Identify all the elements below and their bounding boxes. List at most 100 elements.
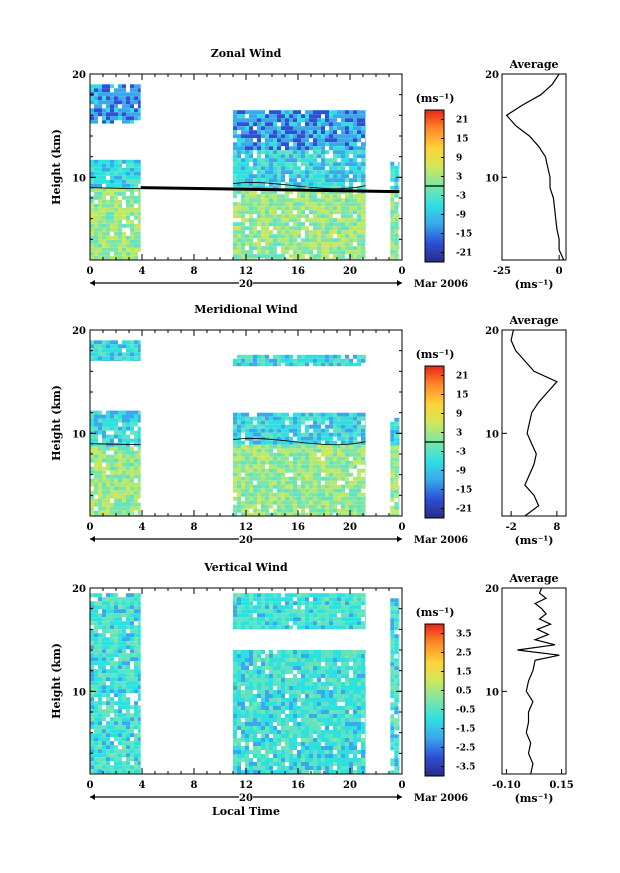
heatmap-cell [257,142,261,147]
heatmap-cell [309,750,313,754]
heatmap-cell [313,480,317,485]
heatmap-cell [285,666,289,670]
heatmap-cell [265,190,269,195]
heatmap-cell [265,166,269,171]
heatmap-cell [253,650,257,654]
heatmap-cell [241,150,245,155]
heatmap-cell [305,670,309,674]
heatmap-cell [297,250,301,255]
heatmap-cell [309,452,313,457]
heatmap-cell [130,466,134,471]
heatmap-cell [285,722,289,726]
heatmap-cell [102,438,106,443]
heatmap-cell [289,424,293,429]
heatmap-cell [293,202,297,207]
heatmap-cell [138,211,141,216]
heatmap-cell [365,428,366,433]
heatmap-cell [349,362,353,367]
heatmap-cell [349,666,353,670]
heatmap-cell [297,194,301,199]
heatmap-cell [394,421,399,426]
heatmap-cell [106,438,110,443]
heatmap-cell [257,202,261,207]
heatmap-cell [357,420,361,425]
heatmap-cell [289,654,293,658]
heatmap-cell [353,601,357,606]
heatmap-cell [241,354,245,359]
heatmap-cell [289,440,293,445]
heatmap-cell [261,597,265,602]
heatmap-cell [337,362,341,367]
heatmap-cell [249,122,253,127]
heatmap-cell [365,138,366,143]
heatmap-cell [106,231,110,236]
heatmap-cell [130,745,134,750]
heatmap-cell [281,658,285,662]
heatmap-cell [265,476,269,481]
heatmap-cell [337,710,341,714]
heatmap-cell [269,605,273,610]
heatmap-cell [349,714,353,718]
heatmap-cell [241,710,245,714]
heatmap-cell [301,412,305,417]
heatmap-cell [257,758,261,762]
heatmap-cell [357,246,361,251]
heatmap-cell [285,476,289,481]
heatmap-cell [337,134,341,139]
heatmap-cell [241,254,245,259]
colorbar-tick-label: 15 [456,391,469,401]
heatmap-cell [273,601,277,606]
heatmap-cell [114,605,118,610]
heatmap-cell [277,146,281,151]
heatmap-cell [265,468,269,473]
heatmap-cell [321,694,325,698]
heatmap-cell [289,666,293,670]
heatmap-cell [110,685,114,690]
heatmap-cell [361,130,365,135]
heatmap-cell [261,122,265,127]
heatmap-cell [325,246,329,251]
heatmap-cell [138,677,141,682]
heatmap-cell [253,258,257,260]
heatmap-cell [277,230,281,235]
heatmap-cell [102,450,106,455]
heatmap-cell [237,706,241,710]
heatmap-cell [289,190,293,195]
heatmap-cell [365,122,366,127]
heatmap-cell [301,754,305,758]
heatmap-cell [313,258,317,260]
heatmap-cell [333,480,337,485]
heatmap-cell [265,444,269,449]
y-tick-label: 20 [72,70,86,81]
heatmap-cell [257,694,261,698]
heatmap-cell [110,745,114,750]
heatmap-cell [273,186,277,191]
heatmap-cell [233,436,237,441]
heatmap-cell [313,726,317,730]
date-axis-arrow [90,280,95,286]
heatmap-cell [321,593,325,598]
heatmap-cell [98,466,102,471]
heatmap-cell [90,159,94,164]
heatmap-cell [102,653,106,658]
heatmap-cell [241,158,245,163]
heatmap-cell [293,162,297,167]
heatmap-cell [281,420,285,425]
heatmap-cell [122,360,126,361]
heatmap-cell [349,198,353,203]
heatmap-cell [237,476,241,481]
heatmap-cell [361,476,365,481]
heatmap-cell [122,120,126,124]
heatmap-cell [118,478,122,483]
heatmap-cell [265,754,269,758]
heatmap-cell [269,694,273,698]
heatmap-cell [329,448,333,453]
heatmap-cell [345,170,349,175]
x-tick-label: 16 [291,266,305,277]
heatmap-cell [365,238,366,243]
heatmap-cell [261,218,265,223]
heatmap-cell [106,697,110,702]
heatmap-cell [341,166,345,171]
heatmap-cell [118,641,122,646]
y-tick-label: 10 [72,173,86,184]
